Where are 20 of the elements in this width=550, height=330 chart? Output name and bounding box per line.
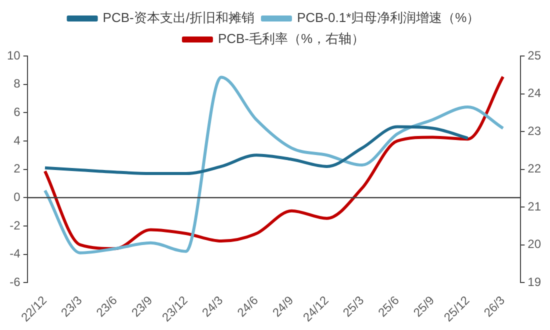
legend-label: PCB-0.1*归母净利润增速（%）: [296, 10, 480, 26]
y-tick-label: 4: [14, 133, 21, 148]
y-tick-label: 2: [14, 162, 21, 176]
y-tick-label: 8: [14, 76, 21, 91]
legend-label: PCB-资本支出/折旧和摊销: [102, 10, 254, 26]
y-tick-label: 6: [14, 104, 21, 119]
y2-tick-label: 23: [528, 124, 542, 138]
y-tick-label: -4: [10, 246, 21, 261]
y2-tick-label: 19: [528, 274, 542, 289]
y2-tick-label: 22: [528, 162, 542, 176]
y2-tick-label: 21: [528, 199, 542, 214]
y2-tick-label: 20: [528, 237, 542, 252]
y-tick-label: -6: [10, 274, 21, 289]
y2-tick-label: 25: [528, 48, 542, 62]
y-tick-label: 10: [6, 48, 21, 62]
line-series: [43, 125, 470, 176]
y-tick-label: -2: [10, 218, 21, 232]
legend-label: PCB-毛利率（%，右轴）: [218, 31, 365, 46]
y2-tick-label: 24: [528, 86, 542, 100]
y-tick-label: 0: [14, 190, 21, 204]
